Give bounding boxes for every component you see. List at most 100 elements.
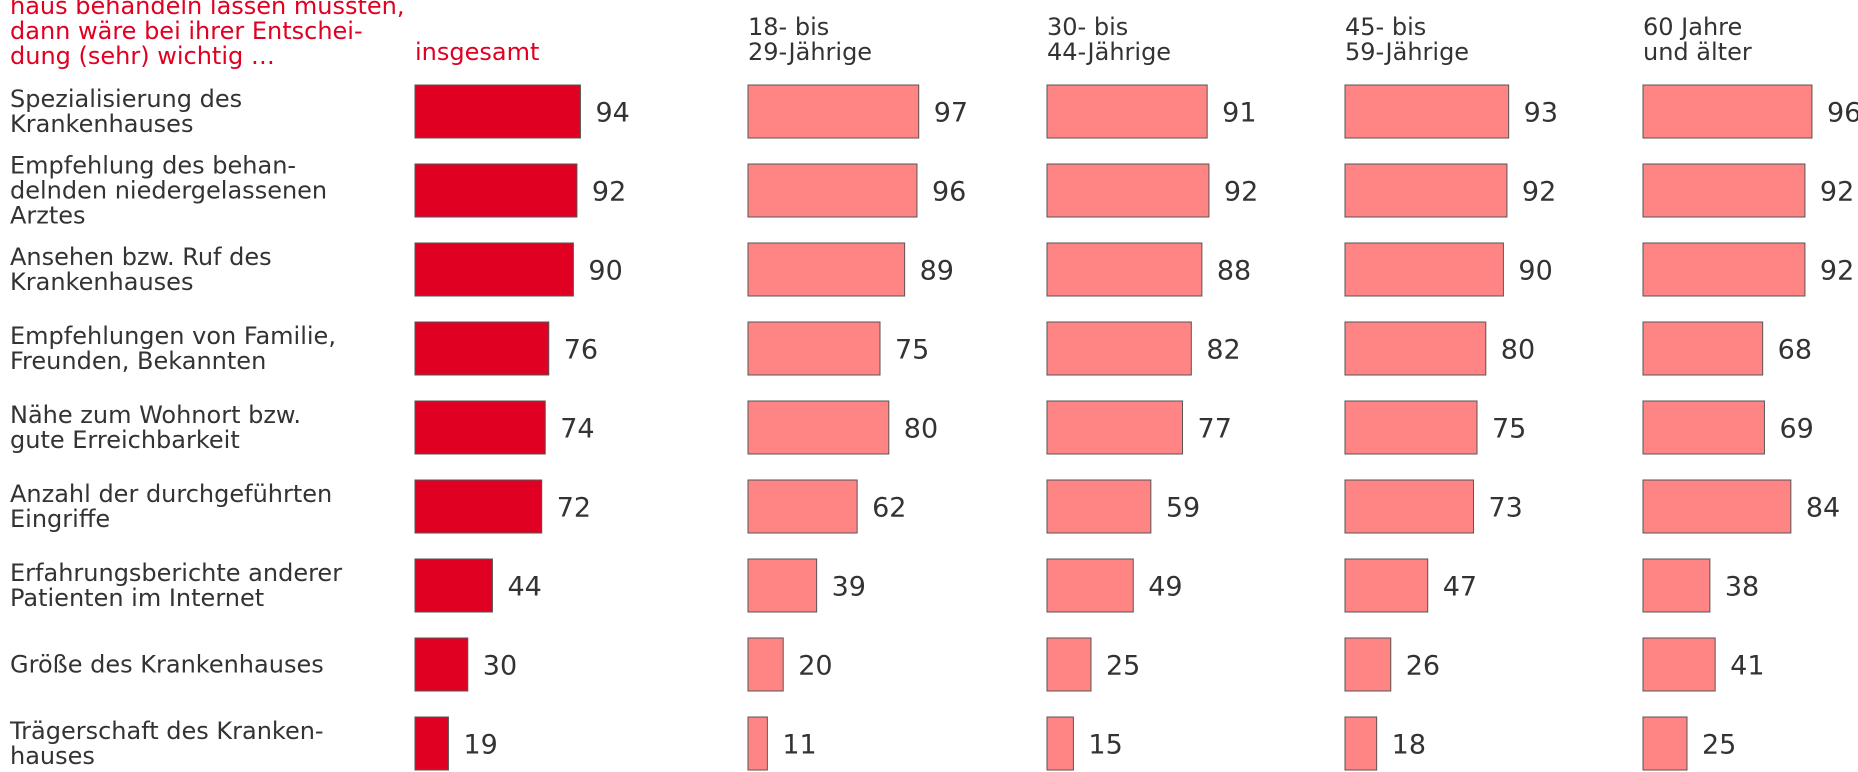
bar bbox=[1344, 400, 1478, 455]
bar bbox=[1046, 400, 1184, 455]
bar bbox=[1046, 637, 1092, 692]
bar bbox=[1642, 558, 1711, 613]
bar bbox=[1344, 716, 1378, 771]
bar bbox=[1642, 637, 1716, 692]
series-header: 45- bis bbox=[1345, 13, 1426, 41]
bar bbox=[1642, 163, 1806, 218]
data-label: 41 bbox=[1730, 651, 1764, 682]
data-label: 26 bbox=[1406, 651, 1440, 682]
data-label: 15 bbox=[1088, 730, 1122, 761]
series-header: insgesamt bbox=[415, 38, 539, 66]
data-label: 18 bbox=[1392, 730, 1426, 761]
data-label: 73 bbox=[1488, 493, 1522, 524]
data-label: 74 bbox=[560, 414, 594, 445]
data-label: 94 bbox=[595, 98, 629, 129]
data-label: 97 bbox=[934, 98, 968, 129]
category-label: hauses bbox=[10, 742, 95, 770]
series-header: 60 Jahre bbox=[1643, 13, 1742, 41]
bar bbox=[414, 321, 550, 376]
data-label: 90 bbox=[588, 256, 622, 287]
data-label: 47 bbox=[1443, 572, 1477, 603]
bar bbox=[1642, 479, 1792, 534]
category-label: Trägerschaft des Kranken- bbox=[9, 717, 324, 745]
data-label: 80 bbox=[1501, 335, 1535, 366]
category-label: Erfahrungsberichte anderer bbox=[10, 559, 342, 587]
data-label: 49 bbox=[1148, 572, 1182, 603]
data-label: 62 bbox=[872, 493, 906, 524]
bar bbox=[1344, 558, 1429, 613]
data-label: 96 bbox=[1827, 98, 1858, 129]
category-label: Empfehlungen von Familie, bbox=[10, 322, 336, 350]
category-label: Empfehlung des behan- bbox=[10, 152, 296, 180]
bar bbox=[1046, 84, 1208, 139]
data-label: 72 bbox=[557, 493, 591, 524]
bar bbox=[1344, 637, 1392, 692]
bar bbox=[747, 479, 858, 534]
data-label: 30 bbox=[483, 651, 517, 682]
data-label: 69 bbox=[1779, 414, 1813, 445]
data-label: 91 bbox=[1222, 98, 1256, 129]
data-label: 19 bbox=[463, 730, 497, 761]
bar bbox=[747, 637, 784, 692]
bar bbox=[747, 163, 918, 218]
data-label: 92 bbox=[592, 177, 626, 208]
bar bbox=[414, 479, 543, 534]
bar bbox=[414, 716, 449, 771]
category-label: Krankenhauses bbox=[10, 268, 193, 296]
data-label: 92 bbox=[1820, 177, 1854, 208]
bar bbox=[1344, 479, 1474, 534]
data-label: 92 bbox=[1224, 177, 1258, 208]
bar bbox=[1046, 558, 1134, 613]
bar bbox=[1642, 716, 1688, 771]
category-label: Krankenhauses bbox=[10, 110, 193, 138]
data-label: 84 bbox=[1806, 493, 1840, 524]
series-header: 59-Jährige bbox=[1345, 38, 1469, 66]
bar bbox=[747, 84, 920, 139]
category-label: Freunden, Bekannten bbox=[10, 347, 266, 375]
bar bbox=[1642, 242, 1806, 297]
bar bbox=[1344, 84, 1510, 139]
data-label: 93 bbox=[1524, 98, 1558, 129]
bar bbox=[1046, 479, 1152, 534]
bar bbox=[1046, 163, 1210, 218]
bar bbox=[747, 716, 768, 771]
bar bbox=[414, 84, 581, 139]
series-header: 44-Jährige bbox=[1047, 38, 1171, 66]
bar bbox=[1046, 321, 1192, 376]
category-label: Patienten im Internet bbox=[10, 584, 264, 612]
bar bbox=[1046, 716, 1074, 771]
data-label: 75 bbox=[1492, 414, 1526, 445]
category-label: gute Erreichbarkeit bbox=[10, 426, 240, 454]
data-label: 39 bbox=[832, 572, 866, 603]
data-label: 68 bbox=[1778, 335, 1812, 366]
data-label: 89 bbox=[920, 256, 954, 287]
bar bbox=[1344, 163, 1508, 218]
bar bbox=[414, 242, 574, 297]
data-label: 59 bbox=[1166, 493, 1200, 524]
bar bbox=[747, 558, 818, 613]
question-text: dung (sehr) wichtig … bbox=[10, 42, 275, 70]
series-header: 18- bis bbox=[748, 13, 829, 41]
bar bbox=[1642, 321, 1764, 376]
data-label: 80 bbox=[904, 414, 938, 445]
category-label: Größe des Krankenhauses bbox=[10, 651, 324, 679]
bar bbox=[414, 163, 578, 218]
data-label: 11 bbox=[782, 730, 816, 761]
series-header: 30- bis bbox=[1047, 13, 1128, 41]
data-label: 25 bbox=[1106, 651, 1140, 682]
bar bbox=[414, 637, 469, 692]
question-text: dann wäre bei ihrer Entschei- bbox=[10, 17, 363, 45]
category-label: Ansehen bzw. Ruf des bbox=[10, 243, 272, 271]
bar bbox=[747, 400, 890, 455]
bar bbox=[1344, 242, 1504, 297]
bar bbox=[747, 242, 906, 297]
category-label: Anzahl der durchgeführten bbox=[10, 480, 332, 508]
data-label: 76 bbox=[564, 335, 598, 366]
bar bbox=[414, 400, 546, 455]
bar bbox=[1046, 242, 1203, 297]
category-label: delnden niedergelassenen bbox=[10, 177, 327, 205]
bar bbox=[1642, 400, 1765, 455]
bar bbox=[1642, 84, 1813, 139]
data-label: 88 bbox=[1217, 256, 1251, 287]
